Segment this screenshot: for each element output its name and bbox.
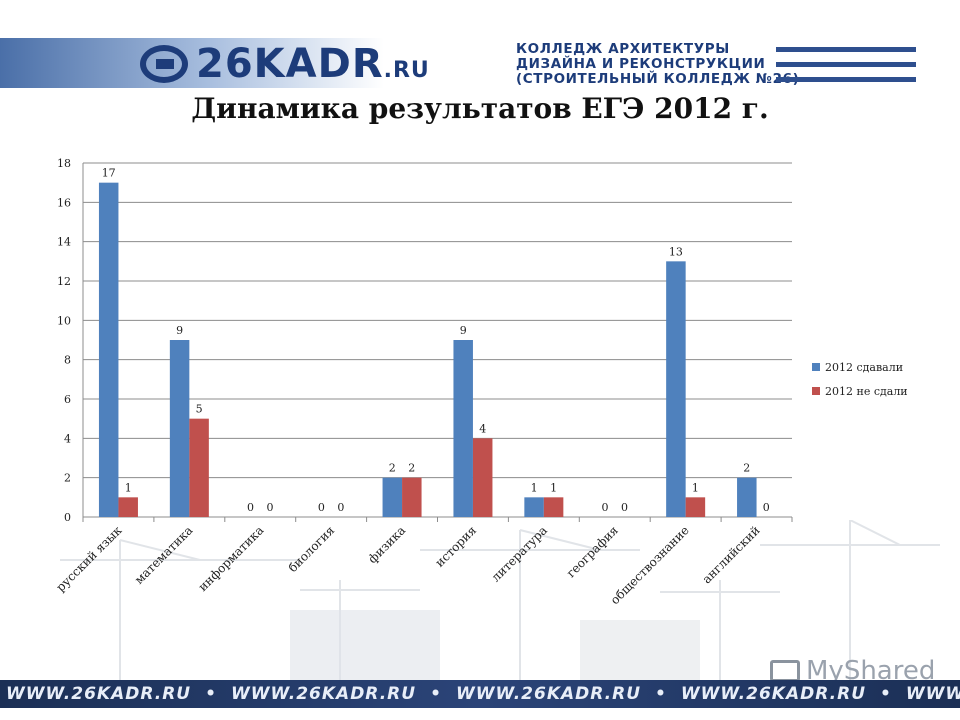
- data-label: 13: [669, 245, 683, 258]
- presentation-icon: [770, 660, 800, 682]
- site-logo: 26KADR.RU: [140, 38, 430, 90]
- y-tick-label: 18: [57, 157, 71, 170]
- data-label: 0: [267, 501, 274, 514]
- x-category-label: литература: [489, 523, 550, 584]
- data-label: 0: [602, 501, 609, 514]
- data-label: 1: [125, 481, 132, 494]
- footer-url: WWW.26KADR.RU: [680, 684, 866, 704]
- x-category-label: русский язык: [53, 523, 125, 595]
- bar-sdavali: [169, 340, 190, 517]
- data-label: 2: [408, 462, 415, 475]
- y-tick-label: 0: [64, 511, 71, 524]
- footer-url: WWW.26KADR.RU: [230, 684, 417, 704]
- page-title: Динамика результатов ЕГЭ 2012 г.: [191, 92, 769, 125]
- data-label: 0: [763, 501, 770, 514]
- x-category-label: математика: [132, 523, 196, 587]
- x-category-label: биология: [286, 523, 338, 575]
- footer-separator: •: [205, 684, 217, 704]
- legend-swatch: [812, 387, 820, 395]
- bar-ne-sdali: [402, 477, 422, 517]
- bar-sdavali: [524, 497, 544, 517]
- footer-url-strip: WWW.26KADR.RU • WWW.26KADR.RU • WWW.26KADR.R…: [0, 680, 960, 708]
- data-label: 9: [176, 324, 183, 337]
- bar-ne-sdali: [472, 438, 493, 517]
- footer-separator: •: [430, 684, 442, 704]
- college-line-1: КОЛЛЕДЖ АРХИТЕКТУРЫ: [516, 42, 916, 57]
- y-tick-label: 14: [57, 236, 71, 249]
- x-category-label: информатика: [196, 523, 267, 594]
- footer-separator: •: [655, 684, 667, 704]
- legend-label: 2012 сдавали: [825, 361, 903, 374]
- data-label: 5: [196, 403, 203, 416]
- x-category-label: английский: [700, 523, 763, 586]
- data-label: 2: [389, 462, 396, 475]
- footer-separator: •: [880, 684, 892, 704]
- logo-text: 26KADR.RU: [196, 41, 430, 87]
- college-line-3: (СТРОИТЕЛЬНЫЙ КОЛЛЕДЖ №26): [516, 72, 916, 87]
- bar-sdavali: [737, 477, 757, 517]
- x-category-label: история: [433, 523, 480, 570]
- data-label: 0: [337, 501, 344, 514]
- data-label: 1: [531, 481, 538, 494]
- data-label: 1: [550, 481, 557, 494]
- legend-swatch: [812, 363, 820, 371]
- y-tick-label: 12: [57, 275, 71, 288]
- bar-sdavali: [666, 261, 686, 517]
- college-name: КОЛЛЕДЖ АРХИТЕКТУРЫ ДИЗАЙНА И РЕКОНСТРУК…: [516, 42, 916, 87]
- background-cranes-image: [60, 520, 940, 680]
- footer-url: WWW.26KADR.RU: [6, 684, 192, 704]
- bar-sdavali: [453, 340, 473, 517]
- footer-url: WWW.26KADR.RU: [905, 684, 960, 704]
- bar-ne-sdali: [543, 497, 564, 517]
- college-line-2: ДИЗАЙНА И РЕКОНСТРУКЦИИ: [516, 57, 916, 72]
- data-label: 0: [621, 501, 628, 514]
- logo-mark-icon: [140, 45, 188, 83]
- data-label: 2: [743, 462, 750, 475]
- y-tick-label: 2: [64, 472, 71, 485]
- bar-ne-sdali: [118, 497, 138, 517]
- data-label: 1: [692, 481, 699, 494]
- y-tick-label: 8: [64, 354, 71, 367]
- bar-ne-sdali: [189, 418, 209, 517]
- bar-sdavali: [382, 477, 403, 517]
- x-category-label: физика: [365, 523, 408, 566]
- bar-ne-sdali: [685, 497, 706, 517]
- footer-url: WWW.26KADR.RU: [455, 684, 642, 704]
- data-label: 0: [247, 501, 254, 514]
- y-tick-label: 16: [57, 196, 71, 209]
- y-tick-label: 10: [57, 314, 71, 327]
- x-category-label: обществознание: [608, 523, 692, 607]
- legend-label: 2012 не сдали: [825, 385, 908, 398]
- x-category-label: география: [564, 523, 621, 580]
- y-tick-label: 6: [64, 393, 71, 406]
- data-label: 0: [318, 501, 325, 514]
- bar-sdavali: [98, 182, 119, 517]
- data-label: 9: [460, 324, 467, 337]
- data-label: 4: [479, 422, 486, 435]
- y-tick-label: 4: [64, 432, 71, 445]
- footer-band: WWW.26KADR.RU • WWW.26KADR.RU • WWW.26KADR.R…: [0, 680, 960, 708]
- data-label: 17: [102, 167, 116, 180]
